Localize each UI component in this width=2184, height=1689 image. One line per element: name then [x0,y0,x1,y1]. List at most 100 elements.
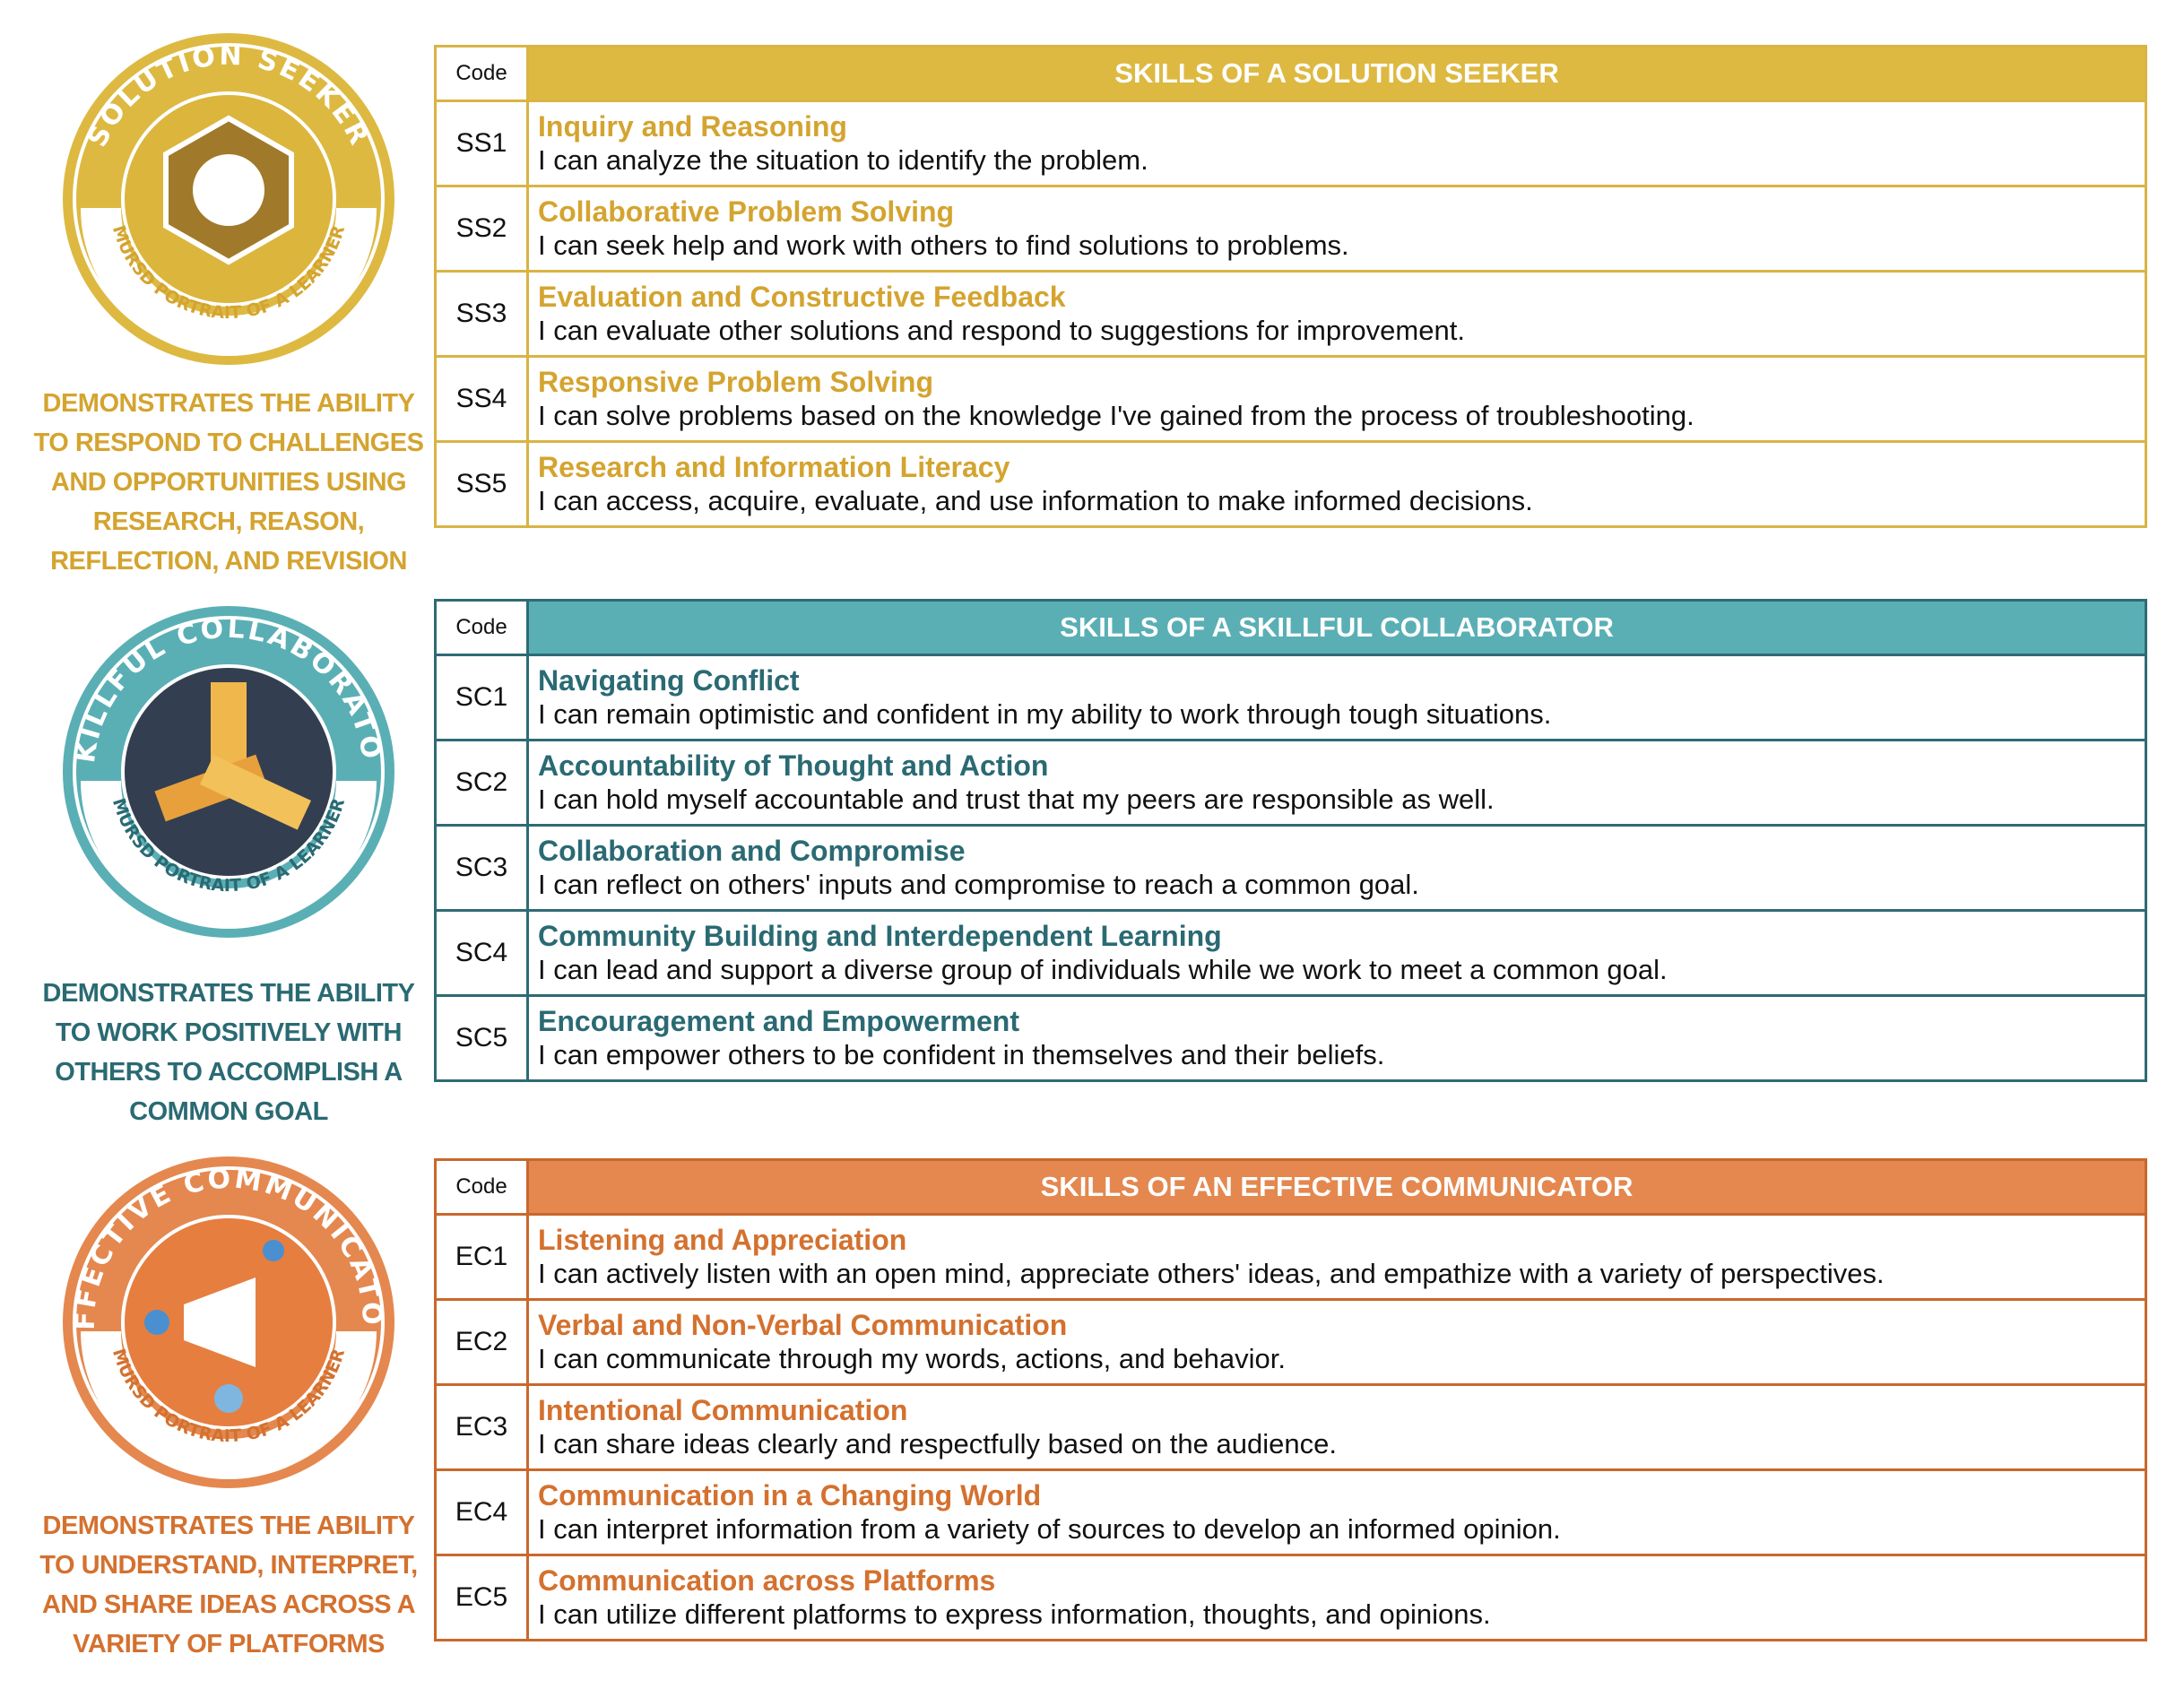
skill-statement: I can share ideas clearly and respectful… [538,1428,1337,1459]
head-icon [193,154,264,226]
header-row: Code SKILLS OF A SOLUTION SEEKER [434,45,2147,102]
skill-name: Communication across Platforms [538,1564,996,1597]
code: SS3 [434,270,529,358]
code: SC3 [434,824,529,912]
skill-statement: I can empower others to be confident in … [538,1039,1385,1070]
code: SC2 [434,739,529,827]
badge-band [81,1331,377,1479]
skill-statement: I can actively listen with an open mind,… [538,1258,1885,1289]
header-row: Code SKILLS OF AN EFFECTIVE COMMUNICATOR [434,1158,2147,1216]
skill-cell: Accountability of Thought and Action I ca… [526,739,2147,827]
skill-statement: I can seek help and work with others to … [538,230,1349,261]
skill-row: SC3 Collaboration and Compromise I can ref… [434,824,2147,912]
skill-name: Responsive Problem Solving [538,366,933,398]
skill-name: Inquiry and Reasoning [538,110,847,143]
skill-statement: I can analyze the situation to identify … [538,144,1148,176]
skill-statement: I can remain optimistic and confident in… [538,698,1552,730]
badge: EFFECTIVE COMMUNICATORMURSD PORTRAIT OF … [49,1143,394,1488]
code: SC5 [434,994,529,1082]
skill-name: Collaborative Problem Solving [538,195,955,228]
code: SS2 [434,185,529,273]
icon [144,1310,169,1335]
skill-statement: I can utilize different platforms to exp… [538,1598,1491,1630]
skill-name: Community Building and Interdependent Le… [538,920,1222,952]
code: EC4 [434,1468,529,1556]
skill-statement: I can access, acquire, evaluate, and use… [538,485,1533,516]
skill-row: EC3 Intentional Communication I can share … [434,1383,2147,1471]
skill-statement: I can communicate through my words, acti… [538,1343,1286,1374]
skill-cell: Research and Information Literacy I can a… [526,440,2147,528]
skill-name: Accountability of Thought and Action [538,749,1049,782]
code: SC1 [434,654,529,741]
skills-table: Code SKILLS OF AN EFFECTIVE COMMUNICATOR E… [434,1158,2147,1641]
skill-cell: Inquiry and Reasoning I can analyze the s… [526,100,2147,187]
skills-table: Code SKILLS OF A SKILLFUL COLLABORATOR SC1… [434,599,2147,1082]
code: EC2 [434,1298,529,1386]
skill-name: Collaboration and Compromise [538,835,966,867]
skill-name: Evaluation and Constructive Feedback [538,281,1066,313]
code: SS1 [434,100,529,187]
skill-row: SC1 Navigating Conflict I can remain optim… [434,654,2147,741]
skill-row: EC1 Listening and Appreciation I can activ… [434,1213,2147,1301]
skill-statement: I can solve problems based on the knowle… [538,400,1694,431]
skill-cell: Collaboration and Compromise I can reflec… [526,824,2147,912]
skill-cell: Communication in a Changing World I can i… [526,1468,2147,1556]
skill-name: Research and Information Literacy [538,451,1010,483]
badge-band [81,781,377,929]
skill-name: Listening and Appreciation [538,1224,907,1256]
code-header: Code [434,599,529,656]
skill-statement: I can lead and support a diverse group o… [538,954,1668,985]
skill-statement: I can reflect on others' inputs and comp… [538,869,1419,900]
skill-row: SS4 Responsive Problem Solving I can solve… [434,355,2147,443]
table-title: SKILLS OF AN EFFECTIVE COMMUNICATOR [526,1158,2147,1216]
skills-table: Code SKILLS OF A SOLUTION SEEKER SS1 Inquir… [434,45,2147,528]
skill-statement: I can interpret information from a varie… [538,1513,1561,1545]
code-header: Code [434,45,529,102]
code: SC4 [434,909,529,997]
skill-cell: Responsive Problem Solving I can solve pr… [526,355,2147,443]
badge-band [81,208,377,356]
skill-row: SC5 Encouragement and Empowerment I can em… [434,994,2147,1082]
code: EC5 [434,1554,529,1641]
description: DEMONSTRATES THE ABILITY TO RESPOND TO C… [33,389,424,576]
skill-cell: Communication across Platforms I can util… [526,1554,2147,1641]
skill-statement: I can evaluate other solutions and respo… [538,315,1465,346]
skill-row: SS1 Inquiry and Reasoning I can analyze th… [434,100,2147,187]
icon [263,1240,284,1261]
skill-cell: Listening and Appreciation I can actively… [526,1213,2147,1301]
skill-name: Verbal and Non-Verbal Communication [538,1309,1068,1341]
skill-cell: Intentional Communication I can share ide… [526,1383,2147,1471]
skill-row: SS3 Evaluation and Constructive Feedback I… [434,270,2147,358]
skill-name: Intentional Communication [538,1394,908,1426]
icon [214,1384,243,1413]
skill-cell: Verbal and Non-Verbal Communication I can… [526,1298,2147,1386]
code-header: Code [434,1158,529,1216]
skill-name: Navigating Conflict [538,664,800,697]
description: DEMONSTRATES THE ABILITY TO WORK POSITIV… [42,979,415,1126]
skill-cell: Encouragement and Empowerment I can empow… [526,994,2147,1082]
skill-row: SC2 Accountability of Thought and Action I… [434,739,2147,827]
header-row: Code SKILLS OF A SKILLFUL COLLABORATOR [434,599,2147,656]
skill-row: EC2 Verbal and Non-Verbal Communication I … [434,1298,2147,1386]
skill-cell: Evaluation and Constructive Feedback I ca… [526,270,2147,358]
skill-cell: Collaborative Problem Solving I can seek … [526,185,2147,273]
skill-name: Communication in a Changing World [538,1479,1042,1511]
code: EC1 [434,1213,529,1301]
skill-row: SC4 Community Building and Interdependent… [434,909,2147,997]
skill-row: SS2 Collaborative Problem Solving I can se… [434,185,2147,273]
skill-row: SS5 Research and Information Literacy I ca… [434,440,2147,528]
skill-row: EC5 Communication across Platforms I can u… [434,1554,2147,1641]
badge: SKILLFUL COLLABORATORMURSD PORTRAIT OF A… [49,593,394,938]
skill-statement: I can hold myself accountable and trust … [538,784,1495,815]
megaphone-icon [184,1278,256,1367]
skill-name: Encouragement and Empowerment [538,1005,1019,1037]
hand-icon [200,755,311,830]
description: DEMONSTRATES THE ABILITY TO UNDERSTAND, … [39,1511,418,1659]
skill-cell: Navigating Conflict I can remain optimist… [526,654,2147,741]
table-title: SKILLS OF A SKILLFUL COLLABORATOR [526,599,2147,656]
code: EC3 [434,1383,529,1471]
skill-row: EC4 Communication in a Changing World I ca… [434,1468,2147,1556]
table-title: SKILLS OF A SOLUTION SEEKER [526,45,2147,102]
